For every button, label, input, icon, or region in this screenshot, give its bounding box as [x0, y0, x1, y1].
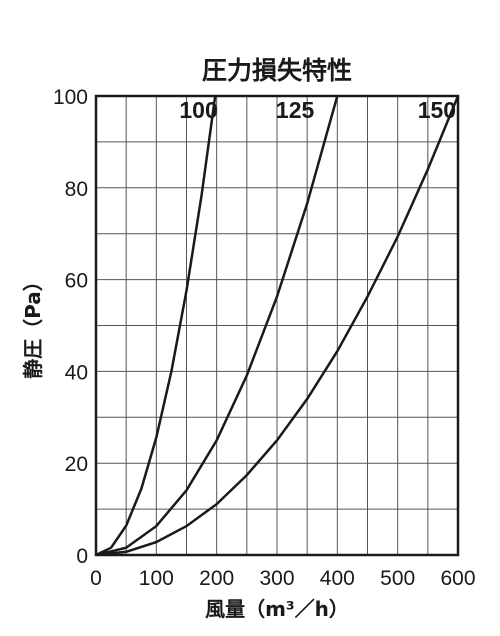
x-tick-label: 600	[440, 567, 475, 590]
plot-frame	[94, 94, 460, 557]
series-line-100	[96, 96, 217, 555]
x-tick-label: 100	[139, 567, 174, 590]
y-tick-label: 20	[65, 453, 88, 476]
series-label-150: 150	[418, 97, 456, 123]
x-tick-label: 300	[259, 567, 294, 590]
y-tick-label: 0	[76, 545, 88, 568]
x-axis-label: 風量（m³／h）	[205, 597, 349, 621]
series-label-125: 125	[276, 97, 315, 123]
y-tick-label: 80	[65, 178, 88, 201]
x-tick-label: 400	[320, 567, 355, 590]
y-tick-label: 40	[65, 361, 88, 384]
chart-title: 圧力損失特性	[202, 56, 352, 85]
y-tick-label: 60	[65, 270, 88, 293]
series-label-100: 100	[179, 97, 217, 123]
x-tick-label: 200	[199, 567, 234, 590]
x-tick-label: 0	[90, 567, 102, 590]
x-tick-label: 500	[380, 567, 415, 590]
series-line-125	[96, 96, 339, 555]
series-line-150	[96, 96, 458, 555]
y-tick-label: 100	[53, 86, 88, 109]
y-axis-label: 静圧（Pa）	[21, 271, 45, 379]
